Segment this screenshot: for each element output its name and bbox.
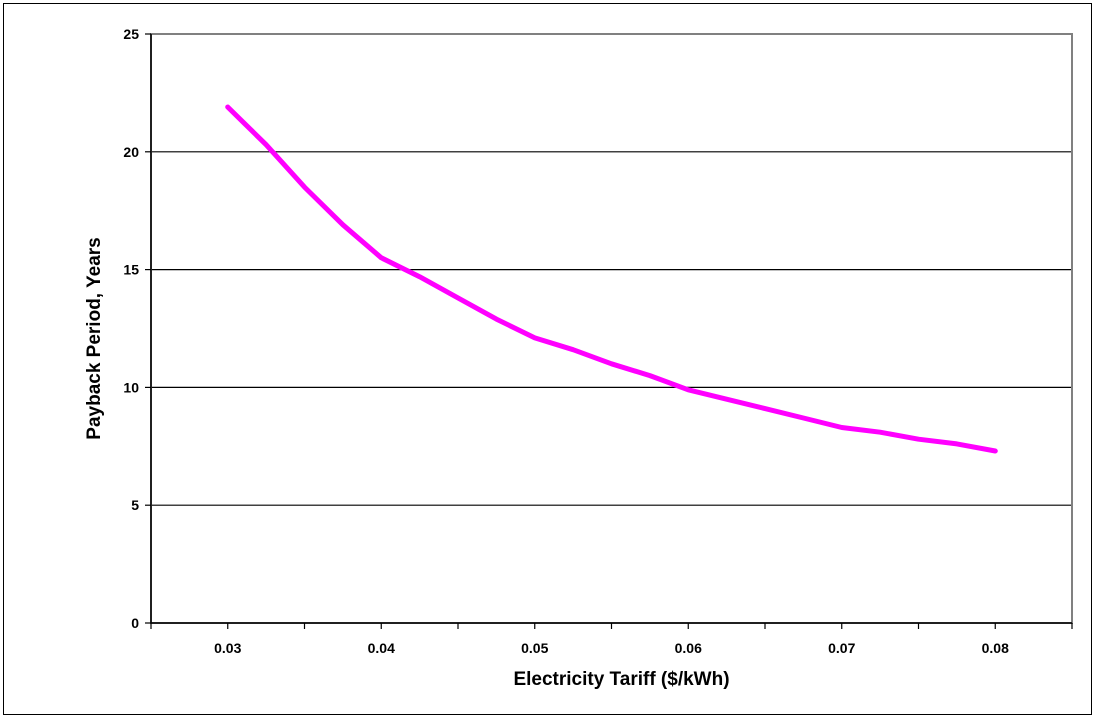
chart-frame: 0 5 10 15 20 25 0.03 0.04 0.05 0.06 0.07 0.08 Payb… <box>3 3 1092 715</box>
payback-chart: 0 5 10 15 20 25 0.03 0.04 0.05 0.06 0.07 0.08 Payb… <box>84 26 1073 690</box>
x-tick-label: 0.05 <box>521 640 548 656</box>
plot-area <box>150 33 1073 624</box>
y-tick-label: 5 <box>131 497 139 513</box>
y-tick-label: 0 <box>131 615 139 631</box>
gridlines <box>151 151 1072 506</box>
axes <box>145 33 1073 629</box>
x-tick-labels: 0.03 0.04 0.05 0.06 0.07 0.08 <box>214 640 1009 656</box>
series-layer <box>225 104 998 454</box>
y-tick-label: 10 <box>123 379 139 395</box>
x-tick-label: 0.08 <box>982 640 1009 656</box>
y-tick-label: 20 <box>123 144 139 160</box>
x-tick-label: 0.04 <box>368 640 395 656</box>
x-tick-label: 0.03 <box>214 640 241 656</box>
x-tick-label: 0.06 <box>675 640 702 656</box>
y-tick-label: 25 <box>123 26 139 42</box>
y-tick-labels: 0 5 10 15 20 25 <box>123 26 139 631</box>
y-tick-label: 15 <box>123 262 139 278</box>
x-axis-title: Electricity Tariff ($/kWh) <box>513 669 729 690</box>
y-axis-title: Payback Period, Years <box>84 237 105 439</box>
series-line <box>225 104 998 454</box>
x-tick-label: 0.07 <box>828 640 855 656</box>
